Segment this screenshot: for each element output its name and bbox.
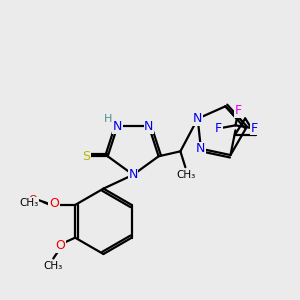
Text: F: F [215,122,222,135]
Text: O: O [55,239,65,252]
Text: O: O [48,199,58,212]
Text: S: S [82,150,90,163]
Text: O: O [50,197,59,211]
Text: F: F [235,104,242,117]
Text: O: O [28,195,37,205]
Text: N: N [144,120,154,133]
Text: CH₃: CH₃ [19,198,38,208]
Text: F: F [251,122,258,135]
Text: N: N [113,120,122,133]
Text: N: N [193,112,202,125]
Text: N: N [196,142,206,155]
Text: CH₃: CH₃ [177,170,196,180]
Text: H: H [104,114,113,124]
Text: N: N [128,168,138,181]
Text: CH₃: CH₃ [44,261,63,272]
